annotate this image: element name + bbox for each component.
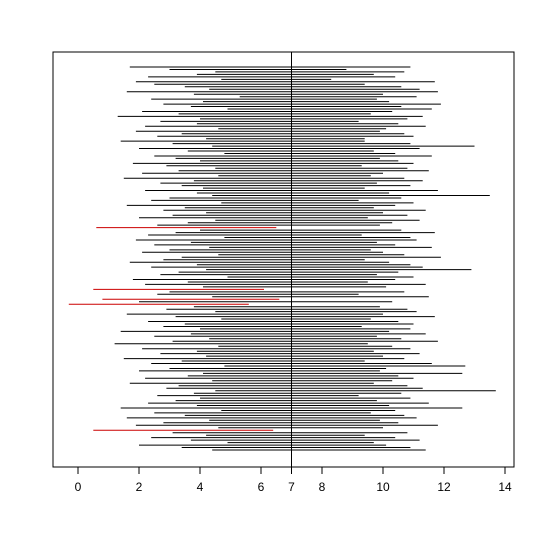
x-tick-label: 6 [258, 480, 265, 494]
x-axis: 0 2 4 6 7 8 10 12 14 [75, 466, 512, 494]
x-tick-label: 2 [136, 480, 143, 494]
x-tick-label: 14 [498, 480, 512, 494]
x-tick-label: 8 [319, 480, 326, 494]
interval-lines [68, 66, 496, 451]
x-tick-label: 0 [75, 480, 82, 494]
x-tick-label: 10 [376, 480, 390, 494]
x-tick-label: 12 [437, 480, 451, 494]
x-tick-label: 4 [197, 480, 204, 494]
x-tick-label: 7 [288, 480, 295, 494]
